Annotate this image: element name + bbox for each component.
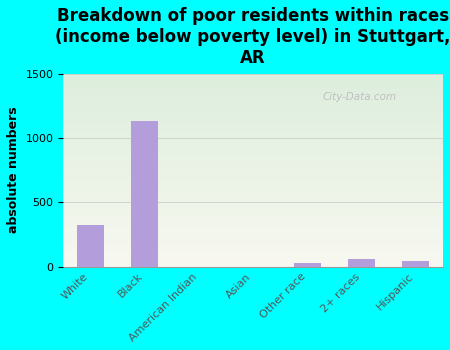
Bar — [77, 225, 104, 266]
Bar — [402, 261, 429, 266]
Bar — [294, 262, 321, 266]
Title: Breakdown of poor residents within races
(income below poverty level) in Stuttga: Breakdown of poor residents within races… — [55, 7, 450, 66]
Y-axis label: absolute numbers: absolute numbers — [7, 107, 20, 233]
Bar — [348, 259, 375, 266]
Bar — [131, 121, 158, 266]
Text: City-Data.com: City-Data.com — [323, 92, 396, 102]
